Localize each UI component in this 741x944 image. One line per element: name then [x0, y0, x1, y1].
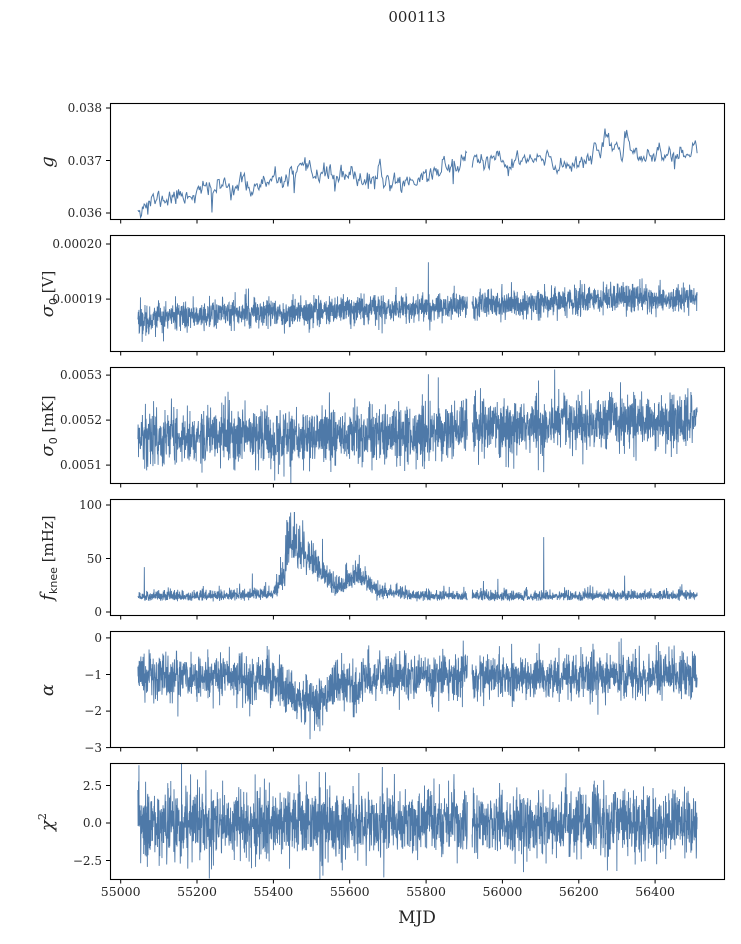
y-tick-label: −3	[84, 740, 102, 755]
y-tick-label: 0.00020	[52, 237, 102, 252]
x-tick-label: 56400	[635, 884, 675, 899]
data-line-alpha	[137, 638, 698, 740]
x-tick-label: 55600	[329, 884, 370, 899]
x-tick-label: 56200	[558, 884, 599, 899]
x-tick-label: 55200	[177, 884, 217, 899]
panel-sigma0-v: σ0 [V]	[0, 234, 741, 356]
plot-fknee	[106, 498, 726, 620]
y-tick-label: −2	[84, 704, 102, 719]
ylabel-subscript: knee	[47, 566, 60, 594]
plot-sigma0-v	[106, 234, 726, 356]
data-line-g	[137, 128, 698, 219]
axes-box	[109, 630, 726, 749]
y-tick-label: 0.038	[67, 100, 102, 115]
y-tick-label: 50	[86, 551, 102, 566]
data-line-sigma0_V	[137, 262, 698, 342]
y-tick-label: 0.0051	[60, 458, 102, 473]
ylabel-symbol: σ	[37, 443, 58, 457]
ylabel-subscript: 0	[47, 436, 60, 444]
figure-title: 000113	[388, 8, 446, 26]
y-tick-label: 0.037	[67, 153, 102, 168]
axes-box	[109, 498, 726, 617]
data-line-sigma0_mK	[137, 369, 698, 483]
panel-sigma0-mk: σ0 [mK]	[0, 366, 741, 488]
y-axis-label-alpha: α	[0, 631, 96, 748]
axes-box	[109, 762, 726, 881]
y-tick-label: 0.0	[82, 816, 102, 830]
y-tick-label: 0	[94, 630, 102, 645]
x-tick-label: 56000	[482, 884, 523, 899]
axes-box	[109, 102, 726, 221]
axes-box	[109, 366, 726, 485]
ylabel-symbol: α	[37, 683, 58, 696]
x-tick-label: 55000	[100, 884, 141, 899]
data-line-chi2	[137, 764, 698, 879]
panel-alpha: α	[0, 630, 741, 752]
ylabel-symbol: f	[37, 593, 58, 601]
y-tick-label: 0.0053	[60, 368, 102, 383]
panel-g: g	[0, 102, 741, 224]
y-tick-label: 2.5	[82, 778, 102, 793]
plot-sigma0-mk	[106, 366, 726, 488]
plot-chi2	[106, 762, 726, 884]
y-tick-label: 0.0052	[60, 413, 102, 428]
panel-chi2: χ2	[0, 762, 741, 884]
y-tick-label: 100	[79, 497, 102, 512]
y-tick-label: 0	[94, 605, 102, 620]
ylabel-symbol: σ	[37, 304, 58, 317]
y-tick-label: 0.00019	[52, 292, 102, 307]
data-line-fknee	[137, 512, 698, 602]
x-tick-label: 55800	[406, 884, 446, 899]
plot-g	[106, 102, 726, 224]
panel-fknee: fknee [mHz]	[0, 498, 741, 620]
plot-alpha	[106, 630, 726, 752]
y-tick-label: −1	[84, 667, 102, 682]
x-axis-label: MJD	[398, 908, 436, 928]
axes-box	[109, 234, 726, 353]
y-tick-label: 0.036	[67, 206, 102, 221]
y-tick-label: −2.5	[72, 853, 102, 868]
x-tick-label: 55400	[253, 884, 294, 899]
